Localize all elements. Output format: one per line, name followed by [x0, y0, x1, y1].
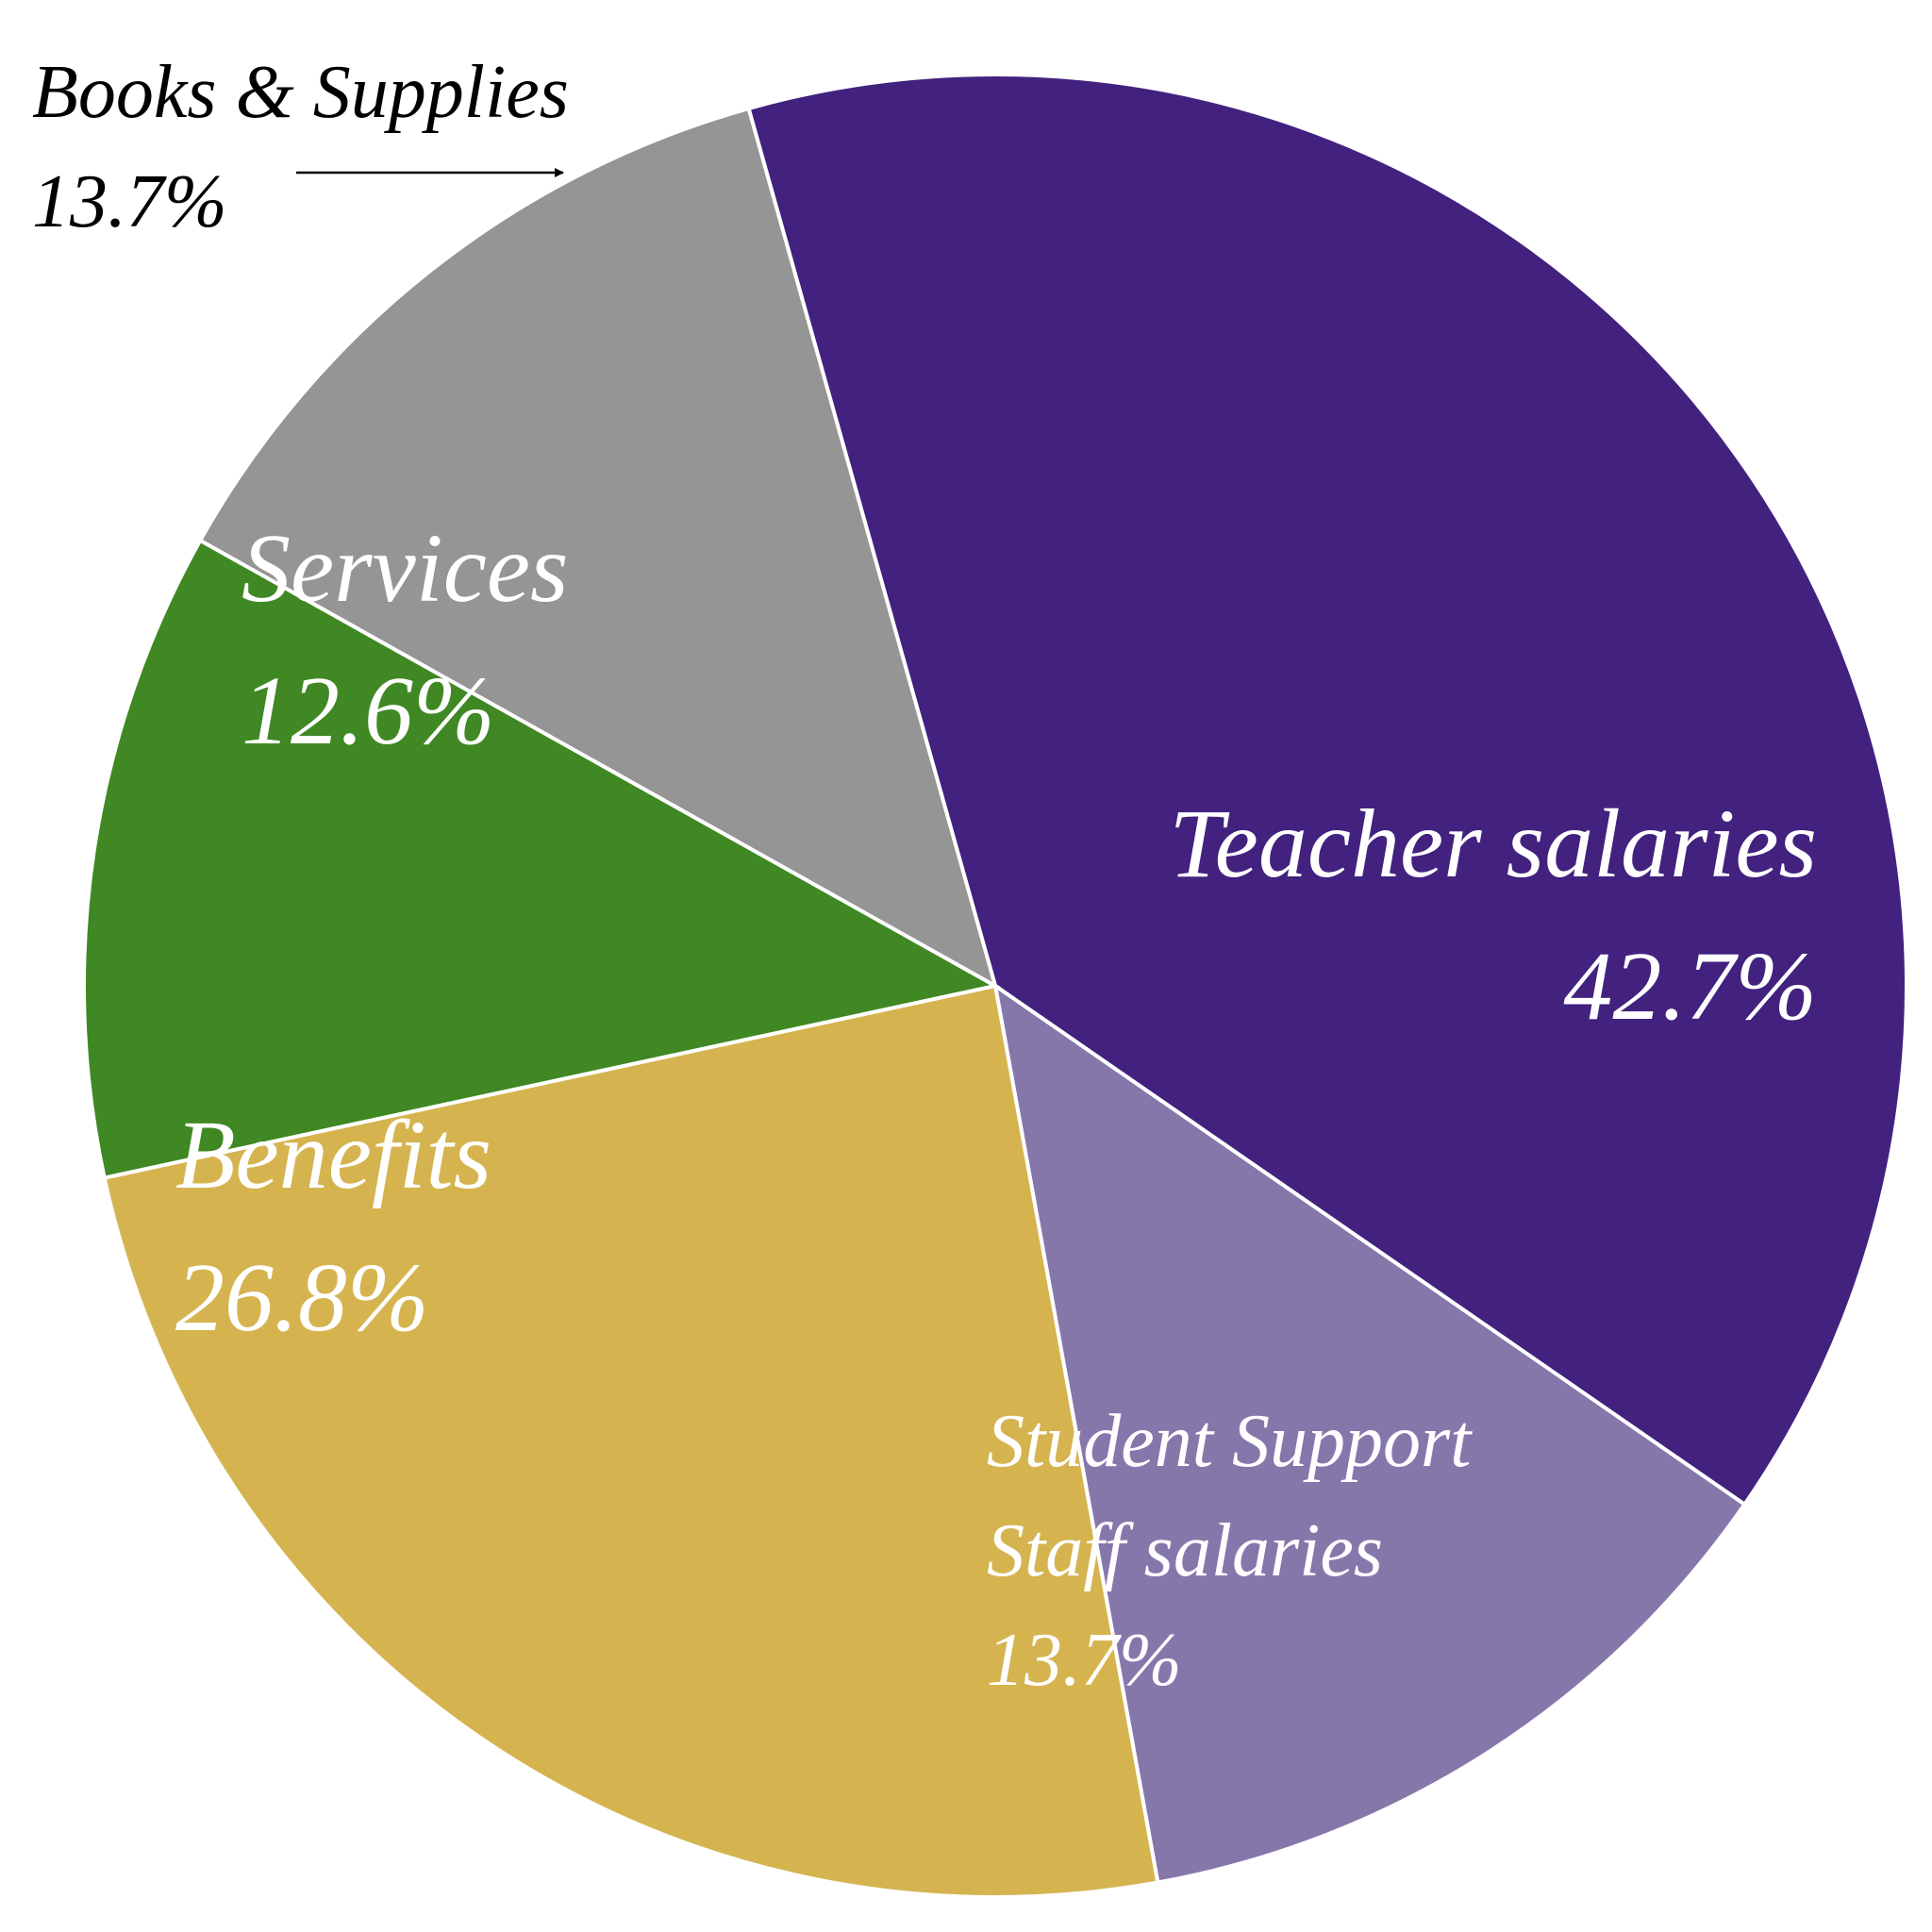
value-label: 26.8% — [175, 1242, 429, 1352]
category-label: Books & Supplies — [32, 51, 569, 134]
pie-slice — [992, 981, 1748, 1885]
value-label: 12.6% — [242, 656, 495, 765]
pie-slice — [746, 73, 1908, 1507]
pie-slice — [197, 106, 999, 991]
slice-label: Benefits 26.8% — [175, 1085, 836, 1370]
category-label: Services — [242, 514, 569, 623]
slice-label: Teacher salaries 42.7% — [1062, 774, 1817, 1058]
value-label: 13.7% — [987, 1619, 1182, 1702]
slice-label: Services 12.6% — [242, 498, 713, 783]
value-label: 13.7% — [32, 160, 227, 243]
category-label: Benefits — [175, 1101, 492, 1209]
category-label: Teacher salaries — [1169, 790, 1817, 898]
slice-label: Books & Supplies 13.7% — [32, 38, 711, 257]
pie-slice — [102, 983, 1160, 1899]
value-label: 42.7% — [1563, 931, 1817, 1041]
pie-slice — [82, 538, 1001, 1180]
category-label: Student Support Staff salaries — [987, 1400, 1472, 1592]
slice-label: Student Support Staff salaries 13.7% — [987, 1387, 1477, 1715]
